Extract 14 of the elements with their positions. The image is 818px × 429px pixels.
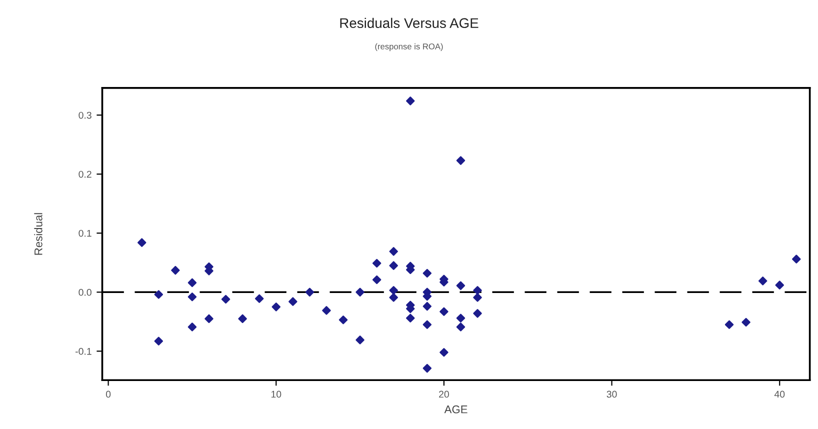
y-axis-title: Residual	[34, 213, 42, 255]
chart-title: Residuals Versus AGE	[340, 18, 478, 28]
y-tick-label: 0.1	[78, 230, 92, 237]
y-tick-label: 0.0	[78, 288, 92, 296]
x-tick-label: 0	[106, 390, 111, 398]
y-tick-label: 0.2	[78, 170, 92, 178]
x-tick-label: 20	[439, 390, 449, 398]
x-tick-label: 30	[606, 390, 617, 398]
x-tick-label: 10	[271, 390, 282, 398]
x-tick-label: 40	[774, 390, 785, 398]
y-tick-label: -0.1	[76, 348, 92, 355]
x-axis-title: AGE	[444, 405, 468, 414]
y-tick-label: 0.3	[78, 112, 92, 119]
chart-subtitle: (response is ROA)	[375, 43, 443, 52]
